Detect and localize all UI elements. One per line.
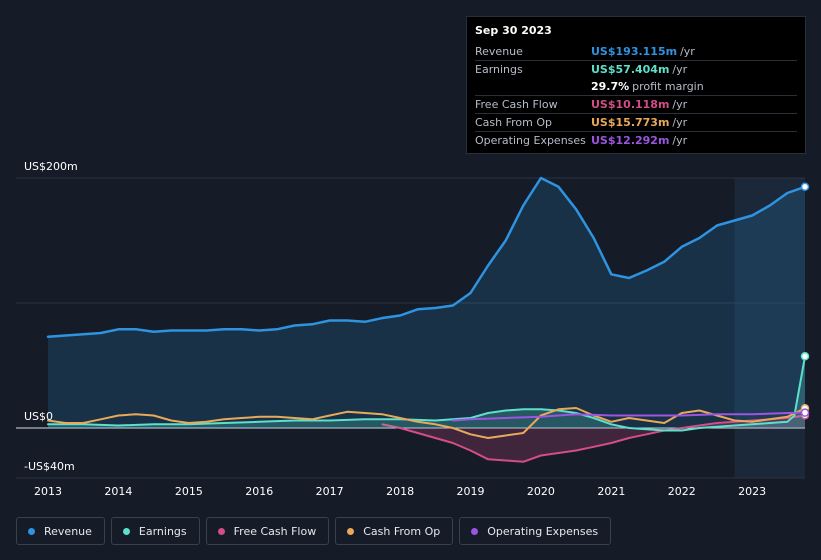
earnings-endpoint — [800, 352, 810, 361]
revenue-line — [46, 176, 807, 339]
tooltip-unit: /yr — [672, 134, 688, 147]
tooltip-unit: /yr — [672, 98, 688, 111]
tooltip-panel: Sep 30 2023 Revenue US$193.115m /yr Earn… — [466, 16, 806, 154]
x-tick-label: 2016 — [245, 485, 273, 498]
tooltip-label: Earnings — [475, 63, 523, 76]
legend-item-operating-expenses[interactable]: Operating Expenses — [459, 517, 612, 545]
revenue-endpoint — [800, 182, 810, 191]
legend-dot-icon — [347, 527, 355, 535]
tooltip-unit: profit margin — [632, 80, 704, 93]
tooltip-row-profit-margin: 29.7% profit margin — [475, 78, 797, 95]
legend-label: Cash From Op — [363, 524, 441, 538]
tooltip-row-revenue: Revenue US$193.115m /yr — [475, 43, 797, 60]
revenue-area — [48, 178, 805, 428]
tooltip-value: US$193.115m — [591, 45, 678, 58]
tooltip-row-free-cash-flow: Free Cash Flow US$10.118m /yr — [475, 95, 797, 113]
legend-item-cash-from-op[interactable]: Cash From Op — [335, 517, 454, 545]
operating-expenses-endpoint — [800, 408, 810, 417]
x-tick-label: 2017 — [316, 485, 344, 498]
x-tick-label: 2023 — [738, 485, 766, 498]
legend-dot-icon — [471, 527, 479, 535]
y-tick-label: -US$40m — [24, 460, 75, 473]
tooltip-label: Operating Expenses — [475, 134, 586, 147]
free-cash-flow-line — [381, 414, 806, 463]
tooltip-value: 29.7% — [591, 80, 630, 93]
tooltip-date: Sep 30 2023 — [475, 24, 552, 37]
x-tick-label: 2015 — [175, 485, 203, 498]
tooltip-label: Cash From Op — [475, 116, 553, 129]
legend-dot-icon — [122, 527, 130, 535]
tooltip-label: Revenue — [475, 45, 523, 58]
x-tick-label: 2014 — [104, 485, 132, 498]
legend-item-revenue[interactable]: Revenue — [16, 517, 105, 545]
chart-legend: Revenue Earnings Free Cash Flow Cash Fro… — [16, 517, 617, 547]
legend-item-earnings[interactable]: Earnings — [110, 517, 200, 545]
earnings-line — [47, 355, 806, 432]
tooltip-unit: /yr — [680, 45, 695, 58]
legend-label: Earnings — [138, 524, 187, 538]
legend-dot-icon — [28, 527, 35, 535]
operating-expenses-line — [451, 411, 806, 422]
x-tick-label: 2019 — [457, 485, 485, 498]
tooltip-unit: /yr — [672, 63, 688, 76]
x-tick-label: 2021 — [597, 485, 625, 498]
x-tick-label: 2018 — [386, 485, 414, 498]
tooltip-row-operating-expenses: Operating Expenses US$12.292m /yr — [475, 131, 797, 149]
y-tick-label: US$200m — [24, 160, 78, 173]
x-tick-label: 2022 — [668, 485, 696, 498]
x-tick-label: 2020 — [527, 485, 555, 498]
tooltip-row-earnings: Earnings US$57.404m /yr — [475, 60, 797, 78]
x-tick-label: 2013 — [34, 485, 62, 498]
tooltip-row-cash-from-op: Cash From Op US$15.773m /yr — [475, 113, 797, 131]
legend-label: Free Cash Flow — [233, 524, 317, 538]
tooltip-label: Free Cash Flow — [475, 98, 558, 111]
legend-label: Revenue — [44, 524, 92, 538]
tooltip-value: US$15.773m — [591, 116, 670, 129]
legend-item-free-cash-flow[interactable]: Free Cash Flow — [205, 517, 330, 545]
tooltip-unit: /yr — [672, 116, 688, 129]
tooltip-value: US$12.292m — [591, 134, 670, 147]
y-tick-label: US$0 — [24, 410, 53, 423]
legend-label: Operating Expenses — [487, 524, 599, 538]
tooltip-value: US$10.118m — [591, 98, 670, 111]
tooltip-value: US$57.404m — [591, 63, 670, 76]
legend-dot-icon — [217, 527, 225, 535]
